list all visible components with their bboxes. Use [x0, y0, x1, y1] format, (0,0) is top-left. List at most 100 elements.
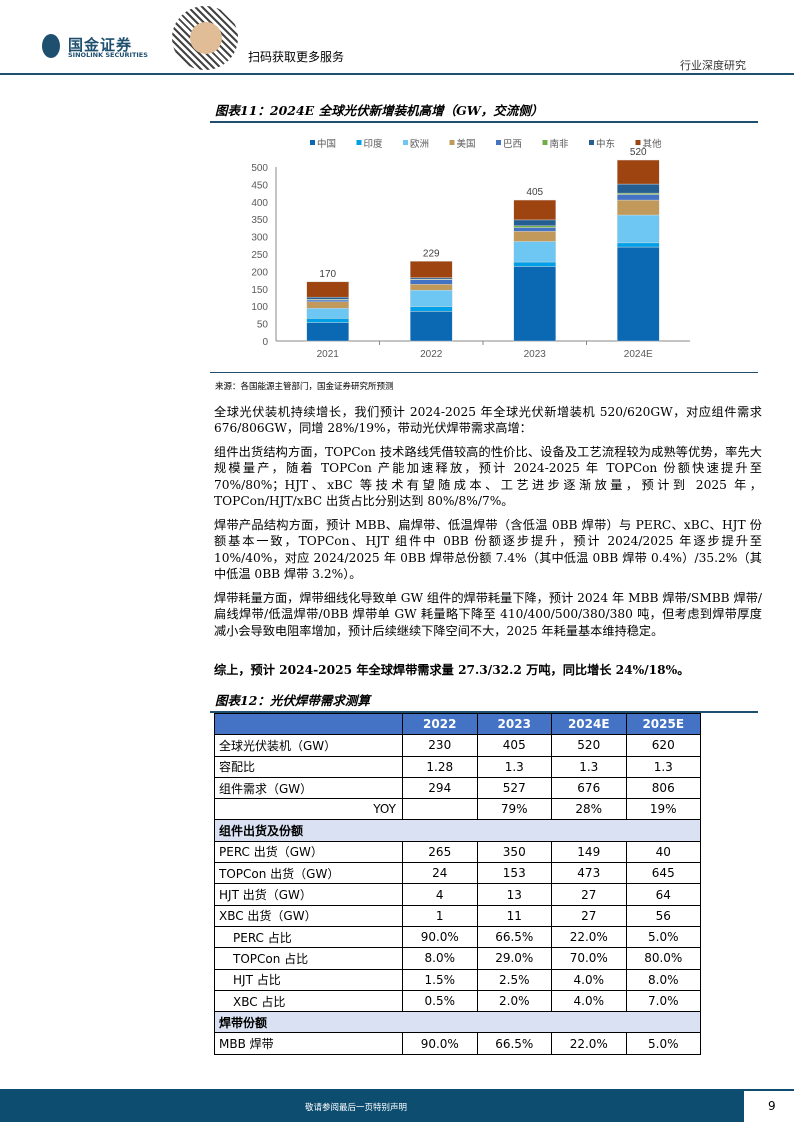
- table-cell: 27: [551, 904, 627, 927]
- row-label: 容配比: [214, 755, 403, 778]
- table-cell: 56: [625, 904, 701, 927]
- bar-segment-中东: [306, 296, 349, 300]
- bar-segment-中东: [513, 219, 556, 227]
- table-cell: 66.5%: [476, 1032, 552, 1055]
- legend-swatch: [449, 140, 455, 145]
- row-label: HJT 占比: [214, 968, 403, 991]
- legend-label: 中国: [317, 138, 336, 150]
- legend-label: 印度: [364, 138, 384, 150]
- table-row: 全球光伏装机（GW） 230 405 520 620: [214, 734, 701, 757]
- table-cell: 8.0%: [625, 968, 701, 991]
- table-cell: 79%: [476, 798, 552, 821]
- figure12-rule: [210, 711, 758, 713]
- table-cell: 40: [625, 840, 701, 864]
- table-row: 容配比 1.28 1.3 1.3 1.3: [214, 755, 701, 778]
- row-label: YOY: [214, 798, 403, 821]
- legend-swatch: [310, 140, 315, 145]
- table-cell: 28%: [551, 798, 627, 821]
- footer-band: [0, 1089, 744, 1122]
- legend-swatch: [356, 140, 362, 145]
- row-label: PERC 出货（GW）: [214, 840, 403, 864]
- column-header: 2023: [476, 712, 552, 736]
- page-number: 9: [768, 1099, 776, 1113]
- header-divider: [0, 73, 794, 75]
- legend-swatch: [496, 140, 501, 145]
- table-row: 组件需求（GW） 294 527 676 806: [214, 776, 701, 800]
- bar-segment-中国: [306, 322, 349, 342]
- column-header: 2022: [402, 712, 478, 736]
- table-row: XBC 出货（GW） 1 11 27 56: [214, 904, 701, 927]
- bar-segment-印度: [617, 242, 660, 248]
- bar-segment-中国: [513, 266, 556, 342]
- bar-segment-美国: [306, 301, 349, 309]
- paragraph-3: 焊带产品结构方面，预计 MBB、扁焊带、低温焊带（含低温 0BB 焊带）与 PE…: [214, 518, 762, 581]
- y-tick-label: 0: [262, 337, 268, 348]
- bar-segment-美国: [617, 199, 660, 216]
- table-row: TOPCon 出货（GW） 24 153 473 645: [214, 862, 701, 885]
- y-tick-label: 50: [257, 320, 269, 331]
- bar-segment-印度: [306, 318, 349, 323]
- legend-swatch: [589, 140, 594, 145]
- bar-segment-中东: [617, 183, 660, 194]
- table-cell: 153: [476, 862, 552, 885]
- y-tick-label: 450: [251, 180, 268, 191]
- total-label: 405: [526, 187, 543, 198]
- table-cell: 27: [551, 883, 627, 906]
- table-row: MBB 焊带 90.0% 66.5% 22.0% 5.0%: [214, 1032, 701, 1055]
- table-cell: 149: [551, 840, 627, 864]
- table-cell: 527: [476, 776, 552, 800]
- table-cell: 0.5%: [402, 989, 478, 1013]
- table-row: HJT 占比 1.5% 2.5% 4.0% 8.0%: [214, 968, 701, 991]
- y-tick-label: 200: [251, 267, 268, 278]
- table-cell: 7.0%: [625, 989, 701, 1013]
- footer-disclaimer: 敬请参阅最后一页特别声明: [305, 1103, 408, 1113]
- table-section-row: 焊带份额: [214, 1011, 701, 1034]
- table-cell: 2.5%: [476, 968, 552, 991]
- table-cell: 1.3: [476, 755, 552, 778]
- section-label: 焊带份额: [214, 1011, 701, 1034]
- y-tick-label: 500: [251, 163, 268, 174]
- bar-segment-南非: [617, 192, 660, 195]
- legend-swatch: [635, 140, 641, 145]
- logo-en: SINOLINK SECURITIES: [68, 51, 148, 59]
- logo-cn: 国金证券: [68, 36, 133, 54]
- table-row: YOY 79% 28% 19%: [214, 798, 701, 821]
- table-header-row: 2022 2023 2024E 2025E: [214, 712, 701, 736]
- total-label: 520: [630, 147, 647, 158]
- table-cell: 13: [476, 883, 552, 906]
- bar-segment-印度: [513, 261, 556, 267]
- row-label: MBB 焊带: [214, 1032, 403, 1055]
- table-cell: 64: [625, 883, 701, 906]
- row-label: HJT 出货（GW）: [214, 883, 403, 906]
- table-row: PERC 占比 90.0% 66.5% 22.0% 5.0%: [214, 925, 701, 949]
- table-cell: 676: [551, 776, 627, 800]
- table-cell: 90.0%: [402, 1032, 478, 1055]
- table-cell: 1.28: [402, 755, 478, 778]
- table-cell: 350: [476, 840, 552, 864]
- bar-segment-巴西: [513, 227, 556, 232]
- table-row: PERC 出货（GW） 265 350 149 40: [214, 840, 701, 864]
- bar-segment-其他: [617, 159, 660, 185]
- table-cell: 520: [551, 734, 627, 757]
- bar-segment-美国: [410, 284, 453, 291]
- table-cell: 265: [402, 840, 478, 864]
- table-row: HJT 出货（GW） 4 13 27 64: [214, 883, 701, 906]
- row-label: XBC 占比: [214, 989, 403, 1013]
- table-cell: 4.0%: [551, 968, 627, 991]
- logo-icon: [42, 34, 60, 58]
- row-label: TOPCon 占比: [214, 947, 403, 970]
- row-label: 组件需求（GW）: [214, 776, 403, 800]
- table-cell: 66.5%: [476, 925, 552, 949]
- table-cell: 11: [476, 904, 552, 927]
- figure11-title: 图表11：2024E 全球光伏新增装机高增（GW，交流侧）: [215, 103, 544, 118]
- stacked-bar-chart: 中国 印度 欧洲 美国 巴西 南非 中东 其他 0 50 100 150 200 250 300 350 400…: [251, 138, 690, 360]
- column-header: 2024E: [551, 712, 627, 736]
- y-tick-label: 150: [251, 285, 268, 296]
- table-cell: 2.0%: [476, 989, 552, 1013]
- table-cell: 19%: [625, 798, 701, 821]
- table-cell: 473: [551, 862, 627, 885]
- bar-segment-其他: [306, 281, 349, 298]
- table-row: TOPCon 占比 8.0% 29.0% 70.0% 80.0%: [214, 947, 701, 970]
- section-label: 组件出货及份额: [214, 819, 701, 842]
- table-cell: [402, 798, 478, 821]
